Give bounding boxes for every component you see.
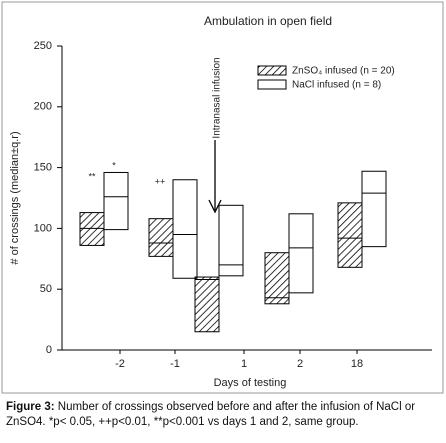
annotation: ++	[155, 176, 166, 186]
box	[148, 218, 174, 257]
box	[172, 179, 198, 279]
box	[218, 204, 244, 277]
caption-text: Number of crossings observed before and …	[6, 401, 416, 428]
y-tick-label: 150	[34, 162, 52, 174]
y-tick-label: 50	[40, 283, 52, 295]
y-tick-label: 250	[34, 40, 52, 52]
box	[264, 252, 290, 305]
box	[79, 212, 105, 246]
box	[337, 202, 363, 268]
frame	[1, 1, 444, 394]
y-tick-label: 0	[46, 344, 52, 356]
x-axis-label: Days of testing	[214, 377, 287, 389]
x-tick-label: 18	[351, 358, 363, 370]
x-tick-label: 1	[241, 358, 247, 370]
annotation: Intranasal infusion	[212, 57, 223, 138]
box	[194, 276, 220, 333]
x-tick-label: -1	[170, 358, 180, 370]
annotation: *	[112, 160, 116, 170]
legend-swatch	[257, 79, 287, 90]
legend-swatch	[257, 65, 287, 76]
caption: Figure 3: Number of crossings observed b…	[6, 400, 438, 430]
box	[288, 213, 314, 294]
x-tick-label: 2	[297, 358, 303, 370]
box	[361, 170, 387, 248]
caption-label: Figure 3:	[6, 401, 55, 413]
legend-label: ZnSO₄ infused (n = 20)	[292, 66, 395, 77]
chart: Ambulation in open field Days of testing…	[1, 1, 444, 394]
y-tick-label: 100	[34, 222, 52, 234]
box	[103, 171, 129, 231]
annotation: **	[88, 171, 96, 181]
y-tick-label: 200	[34, 101, 52, 113]
legend-label: NaCl infused (n = 8)	[292, 80, 381, 91]
y-axis-label: # of crossings (median±q.r)	[9, 131, 21, 264]
x-tick-label: -2	[115, 358, 125, 370]
chart-title: Ambulation in open field	[204, 14, 332, 28]
arrow-head	[208, 199, 222, 214]
